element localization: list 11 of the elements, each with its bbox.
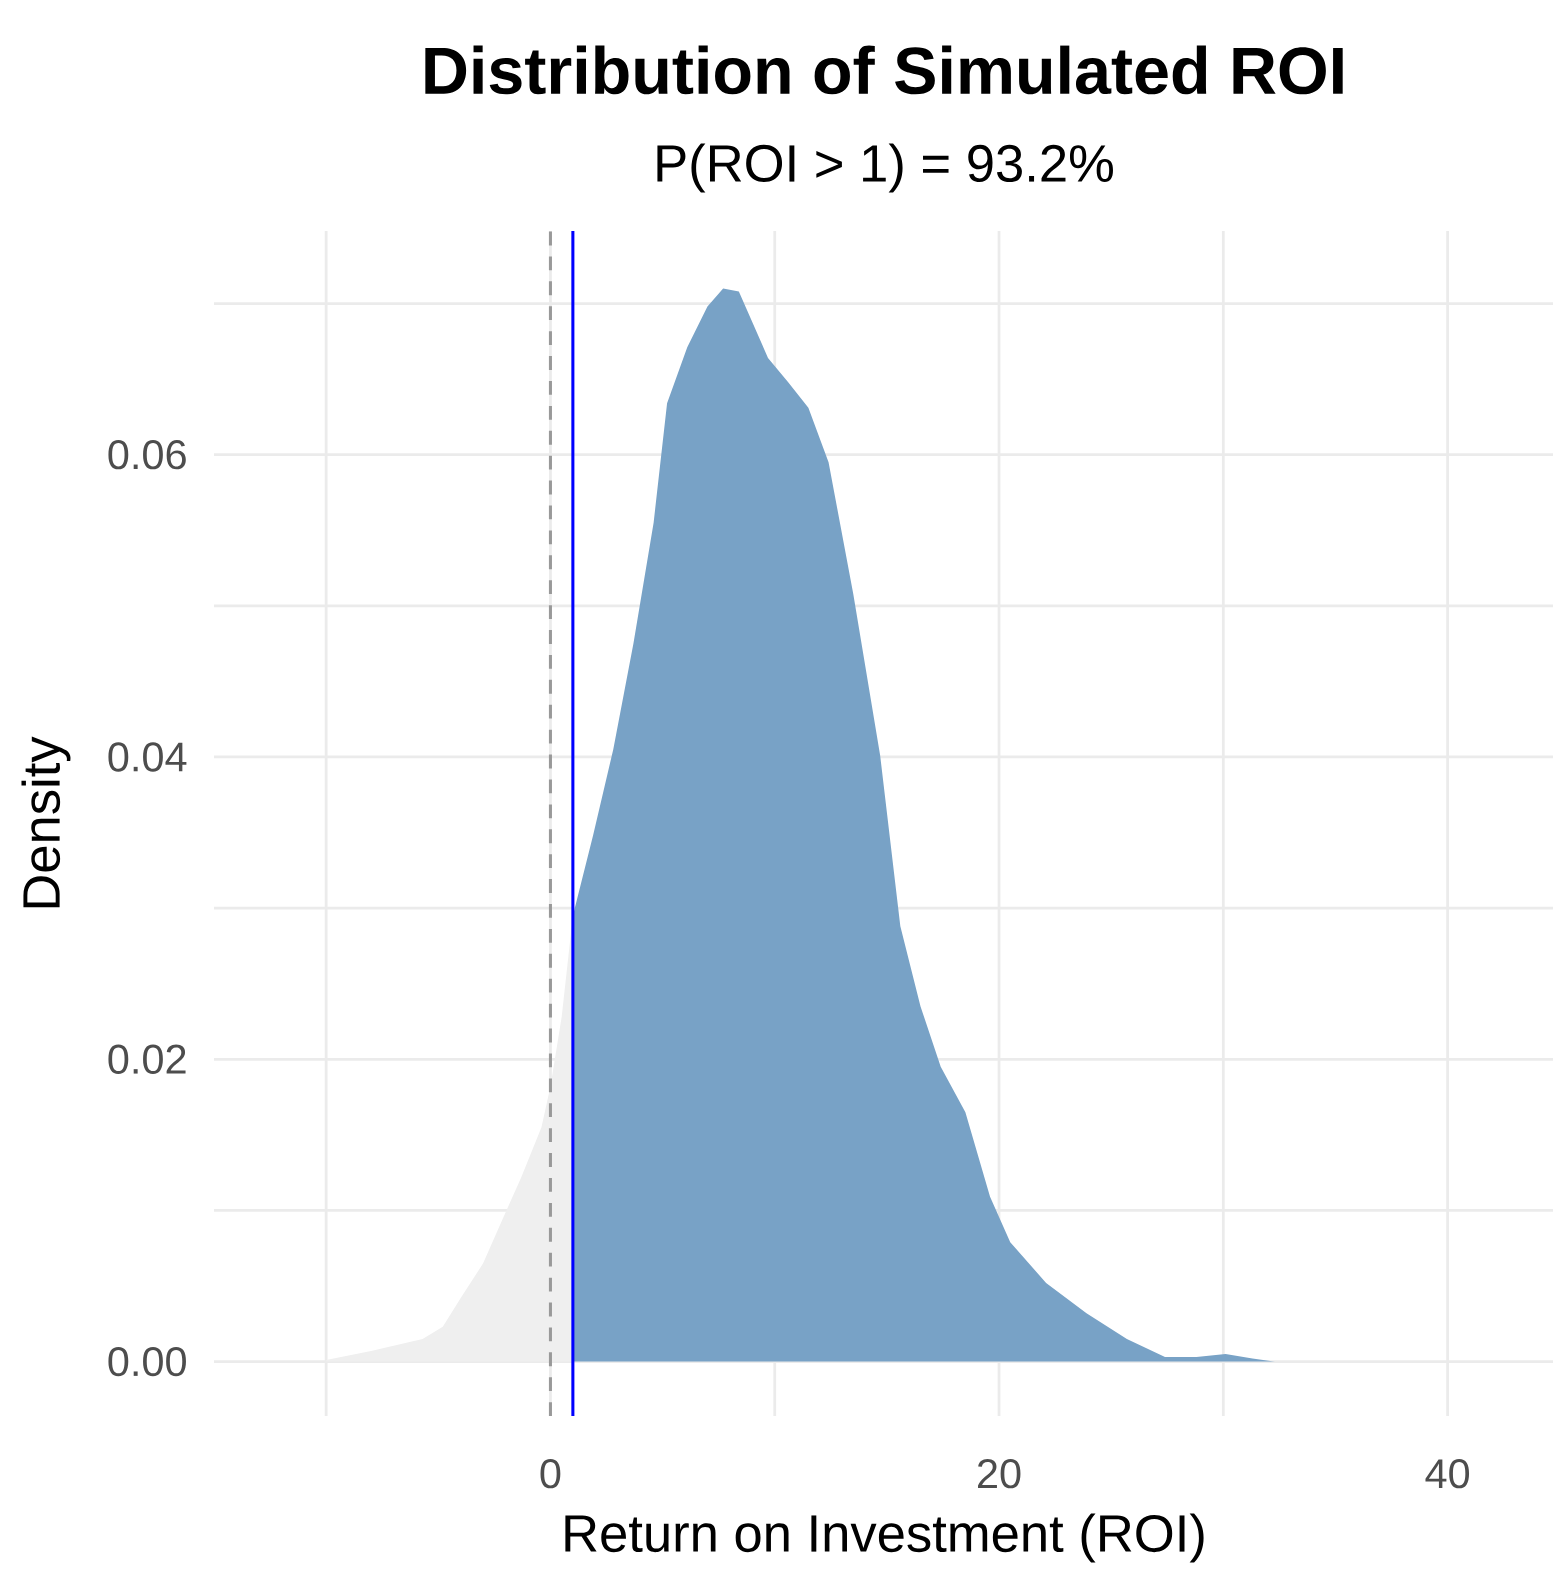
x-tick-label: 40 bbox=[1425, 1458, 1470, 1489]
chart-title: Distribution of Simulated ROI bbox=[425, 45, 1343, 95]
y-axis-title: Density bbox=[21, 736, 71, 908]
y-tick-label: 0.00 bbox=[108, 1346, 186, 1377]
y-tick-label: 0.04 bbox=[108, 742, 187, 772]
y-tick-label: 0.02 bbox=[108, 1044, 186, 1074]
chart-subtitle: P(ROI > 1) = 93.2% bbox=[657, 143, 1113, 193]
y-tick-label: 0.06 bbox=[108, 439, 186, 470]
x-axis-title: Return on Investment (ROI) bbox=[565, 1513, 1204, 1563]
x-tick-label: 20 bbox=[978, 1458, 1021, 1489]
x-tick-label: 0 bbox=[540, 1458, 561, 1489]
